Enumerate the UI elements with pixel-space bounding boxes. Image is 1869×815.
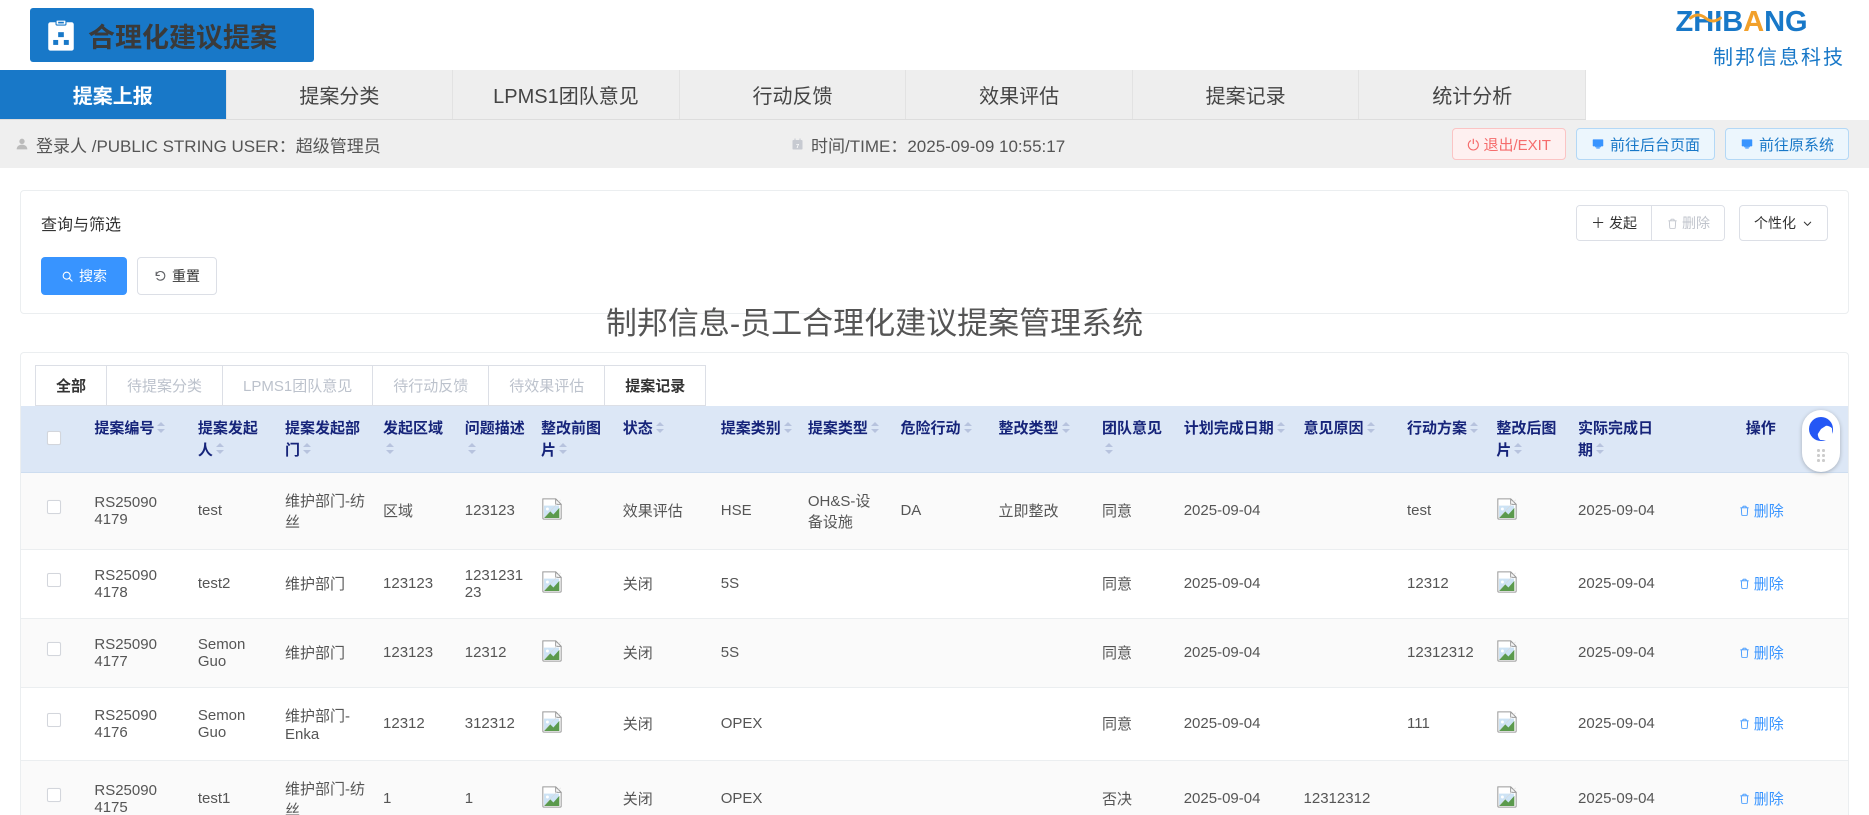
svg-text:A: A: [1743, 6, 1764, 38]
svg-text:G: G: [1785, 6, 1808, 38]
svg-text:B: B: [1722, 6, 1743, 38]
svg-text:Z: Z: [1676, 6, 1694, 38]
svg-text:N: N: [1764, 6, 1785, 38]
svg-text:7: 7: [796, 143, 799, 149]
